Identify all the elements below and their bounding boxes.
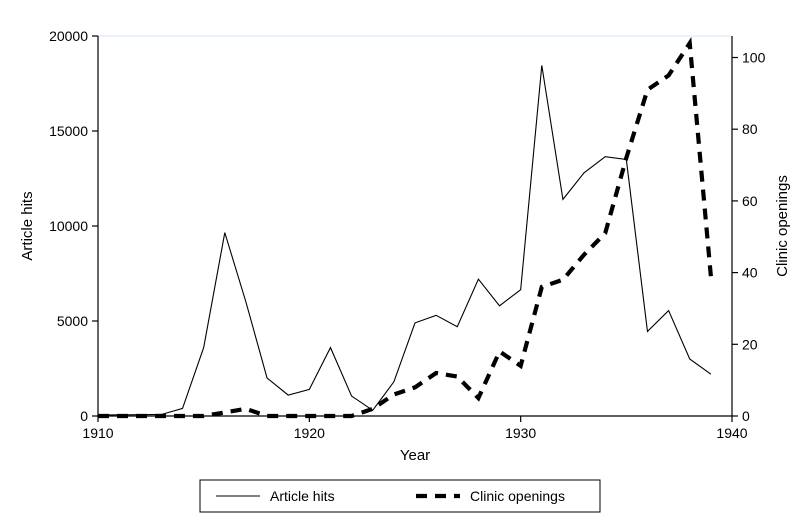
x-tick-label: 1910 [82, 425, 113, 441]
legend-label: Article hits [270, 488, 335, 504]
y-left-tick-label: 15000 [49, 123, 88, 139]
series-line-1 [98, 43, 711, 416]
x-tick-label: 1940 [716, 425, 747, 441]
y-right-axis-label: Clinic openings [774, 175, 791, 277]
y-right-tick-label: 20 [742, 336, 758, 352]
legend-label: Clinic openings [470, 488, 565, 504]
line-chart: 1910 1920 1930 1940 Year 0 5000 10000 15000 20000… [0, 0, 800, 530]
y-left-tick-label: 0 [80, 408, 88, 424]
x-axis-label: Year [400, 447, 430, 464]
y-left-axis-label: Article hits [19, 191, 36, 260]
series-line-0 [98, 65, 711, 415]
y-left-tick-label: 10000 [49, 218, 88, 234]
y-right-tick-label: 40 [742, 265, 758, 281]
y-right-tick-label: 60 [742, 193, 758, 209]
y-left-tick-label: 5000 [57, 313, 88, 329]
y-right-tick-label: 80 [742, 121, 758, 137]
x-tick-label: 1930 [505, 425, 536, 441]
y-right-tick-label: 100 [742, 50, 766, 66]
x-tick-label: 1920 [294, 425, 325, 441]
y-left-tick-label: 20000 [49, 28, 88, 44]
chart-container: 1910 1920 1930 1940 Year 0 5000 10000 15000 20000… [0, 0, 800, 530]
y-right-tick-label: 0 [742, 408, 750, 424]
